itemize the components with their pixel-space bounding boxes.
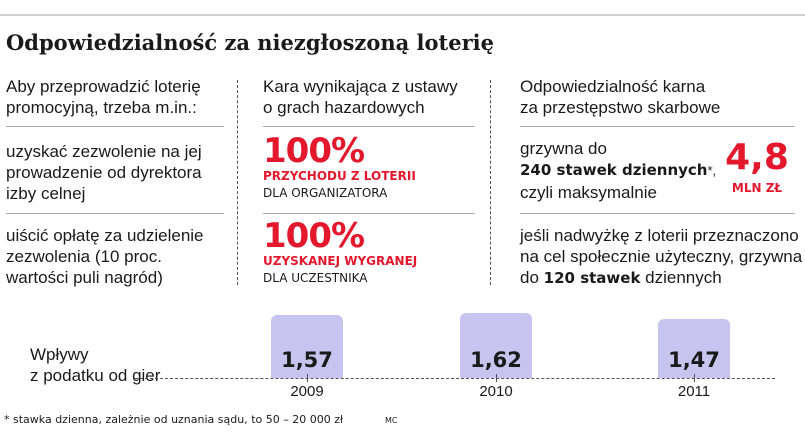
col2-pct1-caption: PRZYCHODU Z LOTERII: [263, 169, 416, 183]
col1-item1-line2: prowadzenie od dyrektora: [6, 163, 202, 182]
col3-fine-bold: 240 stawek dziennych: [520, 161, 708, 179]
col3-big-unit: MLN ZŁ: [731, 181, 783, 195]
col2-pct1-sub: DLA ORGANIZATORA: [263, 186, 388, 200]
col1-header-line2: promocyjną, trzeba m.in.:: [6, 98, 197, 117]
col1-divider-2: [6, 213, 224, 214]
chart-value-label-2009: 1,57: [281, 348, 333, 372]
col3-fine-line1: grzywna do: [520, 139, 607, 158]
col3-surplus-bold: 120 stawek: [543, 269, 641, 287]
chart-tick-2011: [694, 374, 695, 382]
chart-tick-2009: [307, 374, 308, 382]
col1-item1-line1: uzyskać zezwolenie na jej: [6, 142, 202, 161]
col3-surplus-do: do: [520, 268, 539, 287]
page-title: Odpowiedzialność za niezgłoszoną loterię: [6, 30, 494, 55]
col2-divider-2: [263, 213, 475, 214]
col3-surplus-line3: do 120 stawek dziennych: [520, 267, 722, 289]
col3-header-line1: Odpowiedzialność karna: [520, 77, 706, 96]
chart-value-label-2011: 1,47: [668, 348, 720, 372]
chart-label-line2: z podatku od gier: [30, 366, 161, 385]
col3-surplus-line1: jeśli nadwyżkę z loterii przeznaczono: [520, 226, 799, 245]
chart-tick-2010: [496, 374, 497, 382]
col3-big-value: 4,8: [725, 137, 789, 178]
col1-item2-line2: zezwolenia (10 proc.: [6, 247, 162, 266]
col1-header-line1: Aby przeprowadzić loterię: [6, 77, 201, 96]
chart-bar-2009: [271, 315, 343, 378]
chart-value-label-2010: 1,62: [470, 348, 522, 372]
col3-header-line2: za przestępstwo skarbowe: [520, 98, 721, 117]
col3-divider-1: [520, 126, 795, 127]
credit: MC: [385, 416, 398, 425]
col2-pct2-sub: DLA UCZESTNIKA: [263, 271, 368, 285]
col3-surplus-line2: na cel społecznie użyteczny, grzywna: [520, 247, 803, 266]
col2-header-line2: o grach hazardowych: [263, 98, 425, 117]
col3-fine-star: *,: [707, 163, 717, 178]
col2-pct2-caption: UZYSKANEJ WYGRANEJ: [263, 254, 418, 268]
col3-surplus-end: dziennych: [645, 268, 722, 287]
chart-bar-2010: [460, 313, 532, 378]
col2-pct2: 100%: [263, 216, 365, 256]
col3-divider-2: [520, 213, 795, 214]
col2-pct1: 100%: [263, 131, 365, 171]
chart-axis: [135, 378, 775, 379]
col2-divider-1: [263, 126, 475, 127]
col1-item2-line3: wartości puli nagród): [6, 268, 163, 287]
col2-header-line1: Kara wynikająca z ustawy: [263, 77, 458, 96]
column-separator-1: [237, 80, 238, 285]
footnote: * stawka dzienna, zależnie od uznania są…: [4, 413, 344, 426]
chart-label-line1: Wpływy: [30, 345, 89, 364]
top-rule: [0, 14, 805, 16]
chart-category-label-2009: 2009: [290, 383, 324, 400]
chart-bar-2011: [658, 319, 730, 378]
col3-fine-line2: 240 stawek dziennych*,: [520, 160, 716, 181]
chart-category-label-2010: 2010: [479, 383, 513, 400]
column-separator-2: [490, 80, 491, 285]
col1-divider-1: [6, 126, 224, 127]
col3-fine-line3: czyli maksymalnie: [520, 183, 657, 202]
col1-item1-line3: izby celnej: [6, 184, 86, 203]
chart-category-label-2011: 2011: [677, 383, 711, 400]
col1-item2-line1: uiścić opłatę za udzielenie: [6, 226, 204, 245]
